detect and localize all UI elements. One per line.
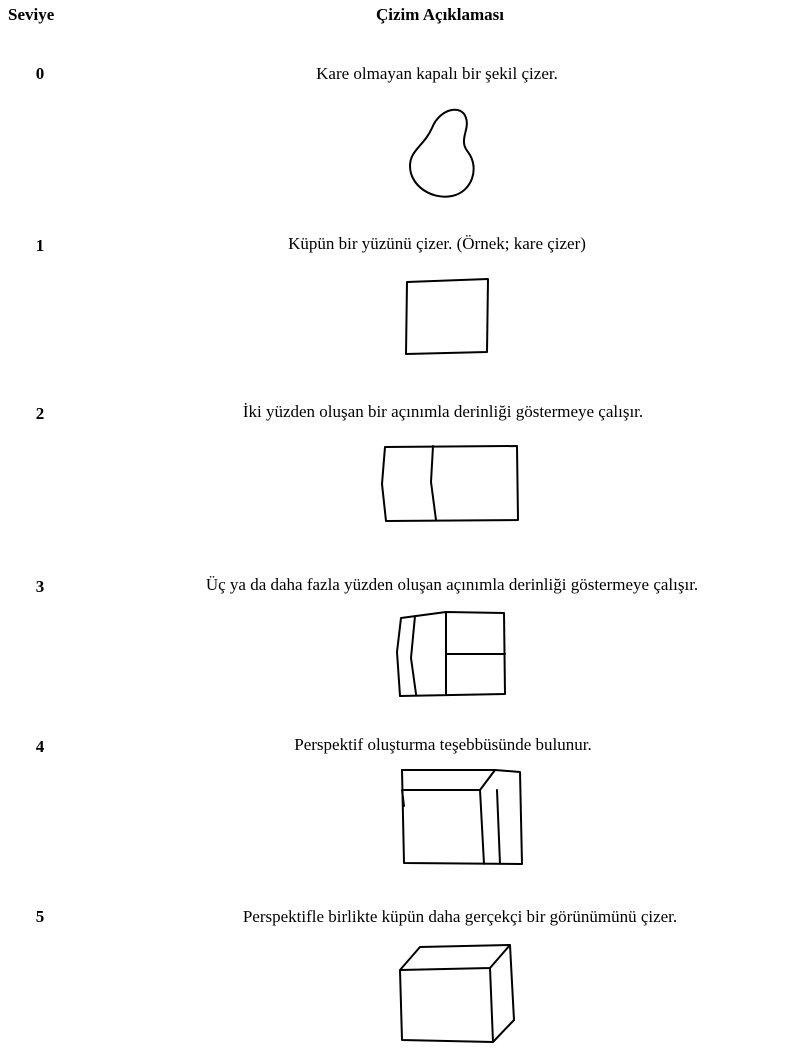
blob-drawing bbox=[409, 108, 475, 198]
drawings bbox=[381, 108, 523, 1043]
row-level: 1 bbox=[36, 236, 45, 255]
row-level: 3 bbox=[36, 577, 45, 596]
row-description: Perspektifle birlikte küpün daha gerçekç… bbox=[243, 907, 677, 926]
perspective-drawing bbox=[401, 769, 523, 865]
header-level: Seviye bbox=[8, 5, 55, 24]
row-description: Kare olmayan kapalı bir şekil çizer. bbox=[316, 64, 558, 83]
row-level: 0 bbox=[36, 64, 45, 83]
header-description: Çizim Açıklaması bbox=[376, 5, 504, 24]
row-description: İki yüzden oluşan bir açınımla derinliği… bbox=[243, 402, 643, 421]
cube-drawing bbox=[399, 944, 515, 1043]
two-face-drawing bbox=[381, 445, 519, 522]
row-description: Küpün bir yüzünü çizer. (Örnek; kare çiz… bbox=[288, 234, 586, 253]
row-description: Perspektif oluşturma teşebbüsünde bulunu… bbox=[294, 735, 591, 754]
three-face-drawing bbox=[396, 611, 506, 697]
row-level: 5 bbox=[36, 907, 45, 926]
row-level: 4 bbox=[36, 737, 45, 756]
row-description: Üç ya da daha fazla yüzden oluşan açınım… bbox=[206, 575, 698, 594]
row-level: 2 bbox=[36, 404, 45, 423]
square-drawing bbox=[405, 278, 489, 355]
